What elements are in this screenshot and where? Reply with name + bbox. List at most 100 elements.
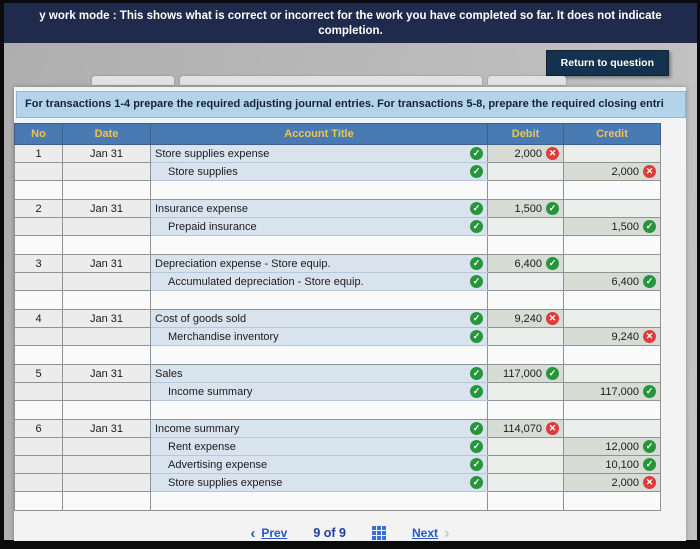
account-title-cell: Sales ✓ bbox=[150, 364, 488, 383]
journal-entry-row: Accumulated depreciation - Store equip. ✓… bbox=[14, 272, 661, 291]
check-circle-icon: ✓ bbox=[643, 458, 656, 471]
date-cell: Jan 31 bbox=[62, 199, 151, 218]
debit-cell bbox=[487, 217, 564, 236]
debit-cell: 6,400 ✓ bbox=[487, 254, 564, 273]
chevron-left-icon: ‹ bbox=[250, 524, 256, 542]
next-label: Next bbox=[412, 526, 439, 540]
account-title: Store supplies expense bbox=[155, 147, 270, 160]
debit-cell: 1,500 ✓ bbox=[487, 199, 564, 218]
check-circle-icon: ✓ bbox=[546, 202, 559, 215]
account-title-cell: Cost of goods sold ✓ bbox=[150, 309, 488, 328]
prev-label: Prev bbox=[261, 526, 288, 540]
date-cell: Jan 31 bbox=[62, 144, 151, 163]
account-title-cell bbox=[150, 345, 488, 365]
page-grid-icon[interactable] bbox=[372, 526, 386, 540]
account-title-cell: Store supplies expense ✓ bbox=[150, 473, 488, 492]
journal-entry-row: 4 Jan 31 Cost of goods sold ✓ 9,240 ✕ bbox=[14, 309, 661, 328]
account-title: Insurance expense bbox=[155, 202, 248, 215]
credit-cell bbox=[563, 309, 661, 328]
debit-cell bbox=[487, 290, 564, 310]
check-circle-icon: ✓ bbox=[470, 257, 483, 270]
account-title-cell bbox=[150, 235, 488, 255]
amount-value: 9,240 bbox=[514, 312, 542, 325]
account-title-cell: Depreciation expense - Store equip. ✓ bbox=[150, 254, 488, 273]
debit-cell bbox=[487, 473, 564, 492]
debit-cell bbox=[487, 455, 564, 474]
no-cell: 5 bbox=[14, 364, 63, 383]
date-cell bbox=[62, 217, 151, 236]
no-cell bbox=[14, 235, 63, 255]
check-circle-icon: ✓ bbox=[643, 220, 656, 233]
spacer-row bbox=[14, 400, 661, 420]
credit-cell bbox=[563, 199, 661, 218]
spacer-row bbox=[14, 491, 661, 511]
debit-cell bbox=[487, 437, 564, 456]
spacer-row bbox=[14, 290, 661, 310]
check-circle-icon: ✓ bbox=[643, 440, 656, 453]
journal-entries-table: No Date Account Title Debit Credit 1 Jan 31 St… bbox=[14, 123, 661, 511]
account-title-cell: Income summary ✓ bbox=[150, 382, 488, 401]
x-circle-icon: ✕ bbox=[546, 422, 559, 435]
x-circle-icon: ✕ bbox=[643, 476, 656, 489]
credit-cell: 9,240 ✕ bbox=[563, 327, 661, 346]
credit-cell: 1,500 ✓ bbox=[563, 217, 661, 236]
check-circle-icon: ✓ bbox=[470, 440, 483, 453]
journal-table-body: 1 Jan 31 Store supplies expense ✓ 2,000 ✕ Stor… bbox=[14, 144, 661, 511]
date-cell: Jan 31 bbox=[62, 419, 151, 438]
account-title-cell: Prepaid insurance ✓ bbox=[150, 217, 488, 236]
check-circle-icon: ✓ bbox=[470, 330, 483, 343]
debit-cell: 9,240 ✕ bbox=[487, 309, 564, 328]
account-title-cell: Rent expense ✓ bbox=[150, 437, 488, 456]
credit-cell: 6,400 ✓ bbox=[563, 272, 661, 291]
date-cell bbox=[62, 345, 151, 365]
credit-cell bbox=[563, 400, 661, 420]
banner-line1: y work mode : This shows what is correct… bbox=[39, 10, 662, 22]
return-to-question-button[interactable]: Return to question bbox=[545, 50, 669, 76]
journal-entry-row: 3 Jan 31 Depreciation expense - Store equi… bbox=[14, 254, 661, 273]
account-title-cell: Store supplies ✓ bbox=[150, 162, 488, 181]
amount-value: 6,400 bbox=[611, 275, 639, 288]
account-title: Depreciation expense - Store equip. bbox=[155, 257, 331, 270]
amount-value: 9,240 bbox=[611, 330, 639, 343]
spacer-row bbox=[14, 345, 661, 365]
spacer-row bbox=[14, 180, 661, 200]
account-title: Prepaid insurance bbox=[168, 220, 257, 233]
credit-cell: 10,100 ✓ bbox=[563, 455, 661, 474]
debit-cell bbox=[487, 272, 564, 291]
check-circle-icon: ✓ bbox=[643, 385, 656, 398]
journal-entry-row: Store supplies ✓ 2,000 ✕ bbox=[14, 162, 661, 181]
edge-strip bbox=[92, 76, 174, 85]
account-title: Accumulated depreciation - Store equip. bbox=[168, 275, 364, 288]
amount-value: 2,000 bbox=[611, 165, 639, 178]
account-title-cell: Merchandise inventory ✓ bbox=[150, 327, 488, 346]
no-cell bbox=[14, 491, 63, 511]
journal-entry-row: 5 Jan 31 Sales ✓ 117,000 ✓ bbox=[14, 364, 661, 383]
page-indicator: 9 of 9 bbox=[313, 526, 346, 540]
banner-line2: completion. bbox=[318, 25, 383, 37]
account-title: Cost of goods sold bbox=[155, 312, 247, 325]
amount-value: 117,000 bbox=[503, 367, 542, 380]
check-circle-icon: ✓ bbox=[470, 476, 483, 489]
check-circle-icon: ✓ bbox=[470, 385, 483, 398]
date-cell bbox=[62, 400, 151, 420]
account-title: Rent expense bbox=[168, 440, 236, 453]
no-cell bbox=[14, 327, 63, 346]
edge-strip bbox=[488, 76, 566, 85]
next-link[interactable]: Next › bbox=[412, 523, 450, 543]
credit-cell: 2,000 ✕ bbox=[563, 162, 661, 181]
pagination-bar: ‹ Prev 9 of 9 Next › bbox=[14, 523, 686, 543]
date-cell bbox=[62, 437, 151, 456]
account-title-cell bbox=[150, 491, 488, 511]
no-cell bbox=[14, 180, 63, 200]
amount-value: 2,000 bbox=[514, 147, 542, 160]
amount-value: 2,000 bbox=[611, 476, 639, 489]
credit-cell bbox=[563, 254, 661, 273]
amount-value: 1,500 bbox=[514, 202, 542, 215]
debit-cell: 2,000 ✕ bbox=[487, 144, 564, 163]
prev-link[interactable]: ‹ Prev bbox=[250, 525, 287, 542]
check-circle-icon: ✓ bbox=[470, 458, 483, 471]
journal-entry-row: Prepaid insurance ✓ 1,500 ✓ bbox=[14, 217, 661, 236]
account-title: Sales bbox=[155, 367, 183, 380]
no-cell bbox=[14, 437, 63, 456]
amount-value: 12,000 bbox=[605, 440, 639, 453]
